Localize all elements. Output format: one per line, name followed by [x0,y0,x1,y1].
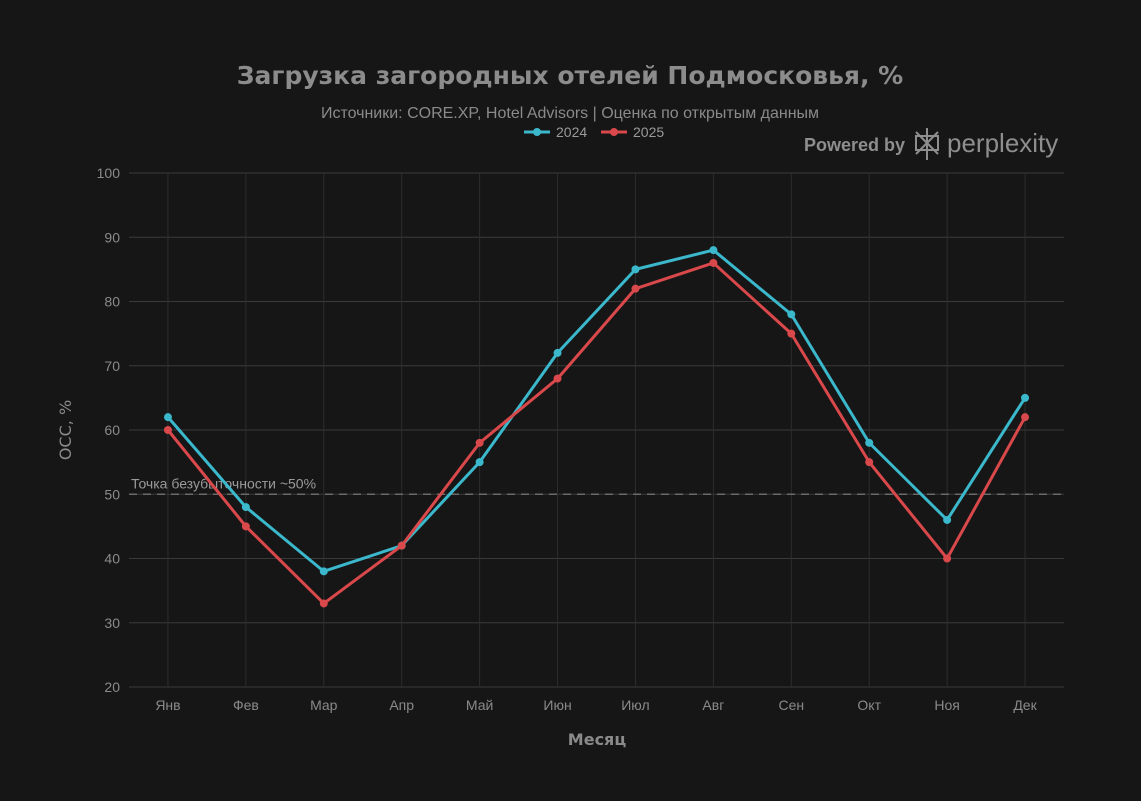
data-point-2024 [319,567,328,576]
chart-subtitle: Источники: CORE.XP, Hotel Advisors | Оце… [321,105,819,122]
breakeven-reference: Точка безубыточности ~50% [129,475,1064,495]
chart-legend[interactable]: 2024 2025 [524,124,664,140]
y-tick-label: 60 [104,422,120,438]
legend-swatch-marker [533,128,541,136]
data-point-2025 [1021,413,1030,422]
series-line-2025 [166,261,1027,605]
y-tick-label: 80 [104,294,120,310]
x-tick-label: Мар [310,697,338,713]
data-point-2024 [553,348,562,357]
x-axis-title: Месяц [568,730,627,749]
series-line-2024 [166,248,1027,573]
perplexity-wordmark: perplexity [947,128,1058,158]
legend-item-2024[interactable]: 2024 [524,124,587,140]
x-tick-label: Фев [233,697,259,713]
y-tick-label: 70 [104,358,120,374]
legend-label: 2024 [556,124,587,140]
data-point-2025 [241,522,250,531]
data-point-2024 [943,515,952,524]
x-tick-label: Июл [621,697,649,713]
y-tick-label: 90 [104,229,120,245]
data-point-2024 [163,413,172,422]
x-tick-label: Авг [702,697,724,713]
data-point-2025 [631,284,640,293]
data-point-2025 [553,374,562,383]
powered-by-branding: Powered by perplexity [804,128,1058,160]
data-point-2025 [475,438,484,447]
legend-label: 2025 [633,124,664,140]
legend-item-2025[interactable]: 2025 [601,124,664,140]
data-point-2024 [787,310,796,319]
data-point-2024 [709,246,718,255]
data-point-2025 [943,554,952,563]
x-tick-label: Окт [857,697,881,713]
x-tick-label: Апр [389,697,414,713]
x-tick-label: Май [466,697,493,713]
y-tick-label: 100 [97,165,121,181]
data-point-2025 [163,426,172,434]
x-axis-ticks: Янв Фев Мар Апр Май Июн Июл Авг Сен Окт Ноя Дек [155,697,1037,713]
data-point-2025 [865,458,874,467]
chart-grid [129,172,1064,688]
x-tick-label: Янв [155,697,180,713]
x-tick-label: Ноя [934,697,959,713]
data-point-2025 [397,541,406,550]
data-point-2025 [709,258,718,267]
x-tick-label: Июн [543,697,571,713]
y-tick-label: 20 [104,679,120,695]
data-point-2024 [475,458,484,467]
data-point-2024 [1021,393,1030,402]
data-point-2025 [787,329,796,338]
y-tick-label: 30 [104,615,120,631]
x-tick-label: Сен [778,697,804,713]
data-point-2024 [865,438,874,447]
x-tick-label: Дек [1013,697,1037,713]
chart-title: Загрузка загородных отелей Подмосковья, … [237,61,903,90]
legend-swatch-marker [610,128,618,136]
y-axis-title: OCC, % [56,400,75,460]
y-tick-label: 40 [104,551,120,567]
data-point-2024 [241,503,250,512]
chart-series [163,246,1030,608]
y-tick-label: 50 [104,486,120,502]
data-point-2025 [319,599,328,608]
data-point-2024 [631,265,640,274]
powered-by-label: Powered by [804,135,905,155]
y-axis-ticks: 20 30 40 50 60 70 80 90 100 [97,165,121,695]
perplexity-logo-icon [915,128,939,160]
